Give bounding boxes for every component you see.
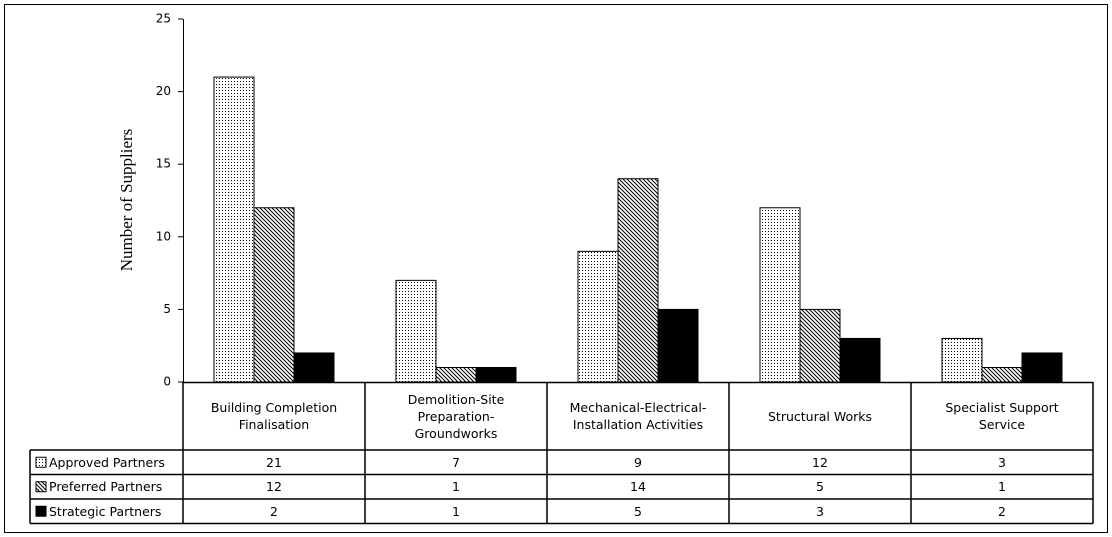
bar [475,366,517,383]
table-value: 5 [816,479,824,495]
table-value: 9 [634,454,642,470]
x-tick-label: Mechanical-Electrical-Installation Activ… [569,400,707,432]
bar [395,279,437,383]
bar [213,76,255,383]
table-value: 2 [270,503,278,519]
bar [759,207,801,383]
y-axis-title: Number of Suppliers [117,129,136,272]
bar [293,352,335,383]
y-tick-label: 10 [156,229,171,243]
legend-label: Approved Partners [49,454,165,470]
table-value: 7 [452,454,460,470]
x-tick-label: Structural Works [767,408,872,424]
legend-label: Preferred Partners [49,479,163,495]
x-tick-label: Specialist Support Service [945,400,1059,432]
table-value: 1 [452,479,460,495]
table-value: 3 [998,454,1006,470]
x-tick-label: Building Completion Finalisation [210,400,338,432]
legend-key [35,505,47,517]
chart-border [4,4,1108,533]
bar [941,337,983,383]
table-value: 2 [998,503,1006,519]
legend-label: Strategic Partners [49,503,162,519]
y-tick-label: 25 [156,12,171,26]
x-tick-label: Demolition-Site Preparation-Groundworks [407,391,505,441]
table-value: 5 [634,503,642,519]
bar [799,308,841,383]
bar [435,366,477,383]
table-value: 1 [452,503,460,519]
legend-key [35,481,47,493]
bar [1021,352,1063,383]
bar [657,308,699,383]
bar [253,207,295,383]
table-value: 1 [998,479,1006,495]
bar [839,337,881,383]
y-tick-label: 0 [163,375,171,389]
legend-key [35,456,47,468]
y-tick-label: 20 [156,84,171,98]
table-value: 12 [266,479,282,495]
table-value: 14 [630,479,646,495]
table-value: 12 [812,454,828,470]
bar [617,178,659,383]
table-value: 3 [816,503,824,519]
bar [577,250,619,383]
y-tick-label: 15 [156,157,171,171]
table-value: 21 [266,454,282,470]
y-tick-label: 5 [163,302,171,316]
bar [981,366,1023,383]
